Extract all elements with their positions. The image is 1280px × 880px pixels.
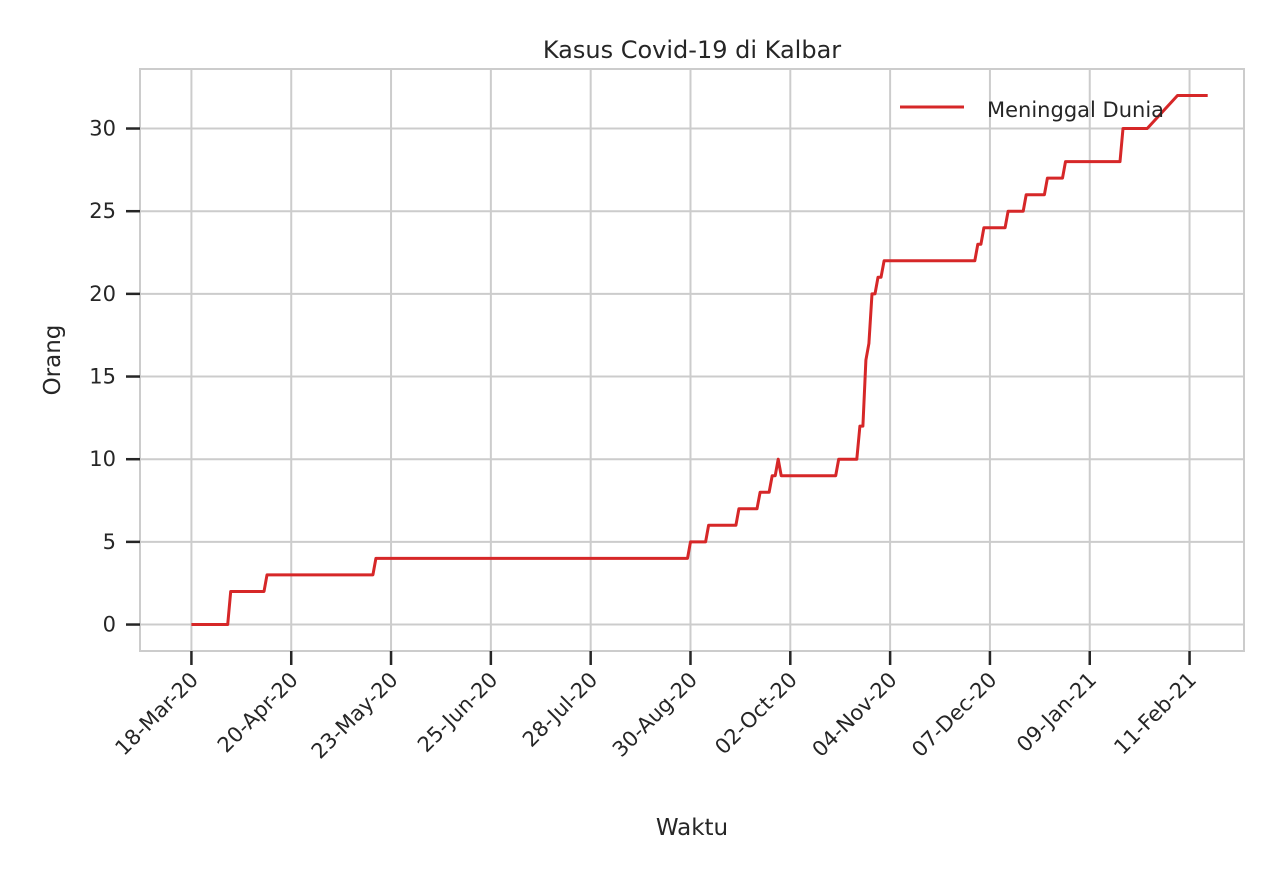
legend: Meninggal Dunia bbox=[900, 98, 1164, 122]
y-tick-label: 15 bbox=[89, 365, 116, 389]
plot-area bbox=[140, 69, 1244, 651]
y-tick-label: 10 bbox=[89, 447, 116, 471]
series-layer bbox=[191, 94, 1208, 626]
x-tick-label: 07-Dec-20 bbox=[907, 668, 1001, 762]
x-tick-label: 25-Jun-20 bbox=[413, 668, 503, 758]
x-tick-label: 30-Aug-20 bbox=[608, 668, 702, 762]
y-tick-label: 20 bbox=[89, 282, 116, 306]
x-axis-ticks: 18-Mar-20 20-Apr-20 23-May-20 25-Jun-20 28-J… bbox=[110, 651, 1201, 763]
legend-label: Meninggal Dunia bbox=[987, 98, 1164, 122]
x-tick-label: 09-Jan-21 bbox=[1012, 668, 1101, 757]
y-axis-ticks: 0 5 10 15 20 25 30 bbox=[89, 117, 140, 637]
y-tick-label: 30 bbox=[89, 117, 116, 141]
x-tick-label: 18-Mar-20 bbox=[110, 668, 203, 761]
x-tick-label: 04-Nov-20 bbox=[808, 668, 902, 762]
y-tick-label: 0 bbox=[103, 613, 116, 637]
x-tick-label: 11-Feb-21 bbox=[1109, 668, 1201, 760]
y-tick-label: 25 bbox=[89, 199, 116, 223]
y-tick-label: 5 bbox=[103, 530, 116, 554]
x-tick-label: 02-Oct-20 bbox=[710, 668, 802, 760]
x-axis-label: Waktu bbox=[656, 815, 728, 841]
x-tick-label: 23-May-20 bbox=[307, 668, 403, 764]
y-axis-label: Orang bbox=[40, 325, 66, 396]
chart-title: Kasus Covid-19 di Kalbar bbox=[543, 36, 841, 64]
plot-frame bbox=[139, 68, 1245, 652]
series-line bbox=[191, 94, 1208, 626]
x-tick-label: 20-Apr-20 bbox=[213, 668, 303, 758]
x-tick-label: 28-Jul-20 bbox=[518, 668, 602, 752]
